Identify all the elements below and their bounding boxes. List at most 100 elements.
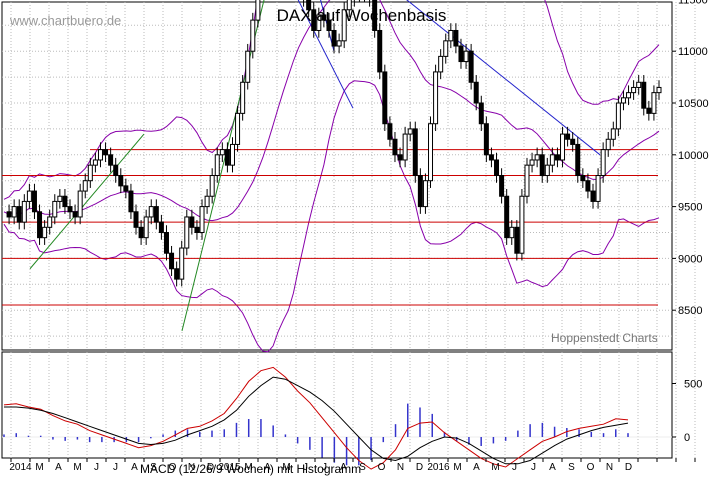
candle	[16, 206, 22, 223]
candle	[554, 154, 560, 161]
x-tick-label: O	[169, 462, 177, 473]
x-tick-label: A	[340, 462, 347, 473]
candle	[67, 206, 73, 213]
candle	[163, 232, 169, 254]
candle	[473, 81, 479, 104]
candle	[72, 211, 78, 218]
candle	[87, 164, 93, 182]
macd-series-line	[4, 376, 629, 465]
macd-y-tick-label: 500	[684, 379, 702, 391]
candle	[336, 40, 342, 47]
candle	[433, 71, 439, 125]
candle	[509, 226, 515, 239]
trendline	[406, 0, 601, 156]
x-tick-label: A	[131, 462, 138, 473]
candle	[641, 81, 647, 109]
candle	[544, 164, 550, 177]
candle	[331, 29, 337, 47]
x-tick-label: S	[150, 462, 157, 473]
candle	[570, 138, 576, 145]
candle	[590, 190, 596, 202]
candle	[169, 252, 175, 270]
candle	[229, 143, 235, 166]
candle	[194, 226, 200, 234]
candle	[499, 175, 505, 197]
candle	[524, 164, 530, 197]
candle	[97, 149, 103, 161]
candle	[488, 154, 494, 161]
candle	[179, 247, 185, 280]
candle	[128, 190, 134, 213]
x-tick-label: M	[491, 462, 499, 473]
candle	[585, 180, 591, 192]
candle	[82, 180, 88, 192]
candle	[539, 154, 545, 177]
candle	[631, 86, 637, 94]
candle	[615, 102, 621, 130]
candle	[321, 14, 327, 21]
x-tick-label: A	[55, 462, 62, 473]
candle	[42, 226, 48, 239]
candle	[52, 200, 58, 218]
x-tick-label: A	[549, 462, 556, 473]
candle	[610, 128, 616, 140]
candle	[595, 175, 601, 202]
candle	[184, 216, 190, 249]
candle	[47, 216, 53, 228]
candle	[438, 55, 444, 73]
candle	[103, 149, 109, 156]
candle	[560, 133, 566, 161]
candle	[219, 149, 225, 156]
x-tick-label: O	[378, 462, 386, 473]
x-tick-label: J	[322, 462, 327, 473]
x-tick-label: D	[416, 462, 423, 473]
candle	[311, 9, 317, 31]
x-tick-label: N	[397, 462, 404, 473]
macd-frame	[1, 351, 673, 459]
candle	[224, 149, 230, 166]
candle	[199, 206, 205, 234]
candle	[133, 211, 139, 228]
x-tick-label: 2014	[9, 462, 32, 473]
x-tick-label: O	[587, 462, 595, 473]
candle	[26, 190, 32, 202]
candle	[250, 19, 256, 52]
x-tick-label: D	[625, 462, 632, 473]
x-tick-label: J	[512, 462, 517, 473]
candle	[504, 195, 510, 239]
candle	[407, 128, 413, 135]
candle	[453, 29, 459, 47]
candle	[123, 185, 129, 192]
candle	[620, 97, 626, 104]
candle	[494, 159, 500, 177]
candle	[21, 200, 27, 223]
candle	[605, 138, 611, 151]
candle	[316, 14, 322, 31]
candle	[62, 195, 68, 208]
x-tick-label: 2015	[218, 462, 241, 473]
candle	[113, 164, 119, 177]
chart-title: DAX auf Wochenbasis	[276, 6, 447, 25]
candle	[549, 154, 555, 166]
candle	[448, 29, 454, 42]
candle	[377, 29, 383, 73]
candle	[77, 190, 83, 218]
candle	[255, 0, 261, 21]
x-tick-label: A	[473, 462, 480, 473]
x-tick-label: M	[244, 462, 252, 473]
candle	[372, 0, 378, 31]
candle	[443, 40, 449, 57]
y-tick-label: 8500	[678, 305, 702, 317]
macd-y-tick-label: 0	[684, 432, 690, 444]
x-tick-label: N	[606, 462, 613, 473]
candle	[204, 195, 210, 208]
y-tick-label: 11500	[678, 0, 708, 6]
candle	[575, 143, 581, 177]
candle	[92, 159, 98, 166]
candle	[240, 81, 246, 114]
candle	[387, 123, 393, 140]
candle	[468, 50, 474, 83]
y-tick-label: 9000	[678, 253, 702, 265]
candle	[148, 206, 154, 218]
candle	[341, 9, 347, 42]
